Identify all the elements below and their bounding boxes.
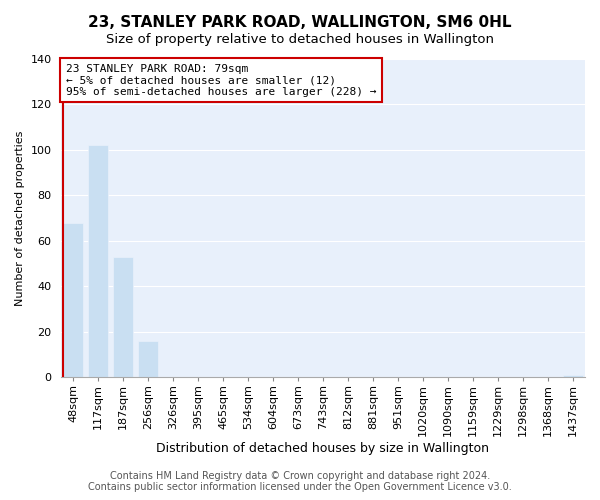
X-axis label: Distribution of detached houses by size in Wallington: Distribution of detached houses by size …: [157, 442, 490, 455]
Text: 23 STANLEY PARK ROAD: 79sqm
← 5% of detached houses are smaller (12)
95% of semi: 23 STANLEY PARK ROAD: 79sqm ← 5% of deta…: [66, 64, 376, 96]
Bar: [113, 257, 133, 378]
Text: 23, STANLEY PARK ROAD, WALLINGTON, SM6 0HL: 23, STANLEY PARK ROAD, WALLINGTON, SM6 0…: [88, 15, 512, 30]
Y-axis label: Number of detached properties: Number of detached properties: [15, 130, 25, 306]
Bar: [63, 222, 83, 378]
Bar: [138, 341, 158, 378]
Text: Contains HM Land Registry data © Crown copyright and database right 2024.
Contai: Contains HM Land Registry data © Crown c…: [88, 471, 512, 492]
Text: Size of property relative to detached houses in Wallington: Size of property relative to detached ho…: [106, 32, 494, 46]
Bar: [88, 146, 108, 378]
Bar: [563, 375, 583, 378]
